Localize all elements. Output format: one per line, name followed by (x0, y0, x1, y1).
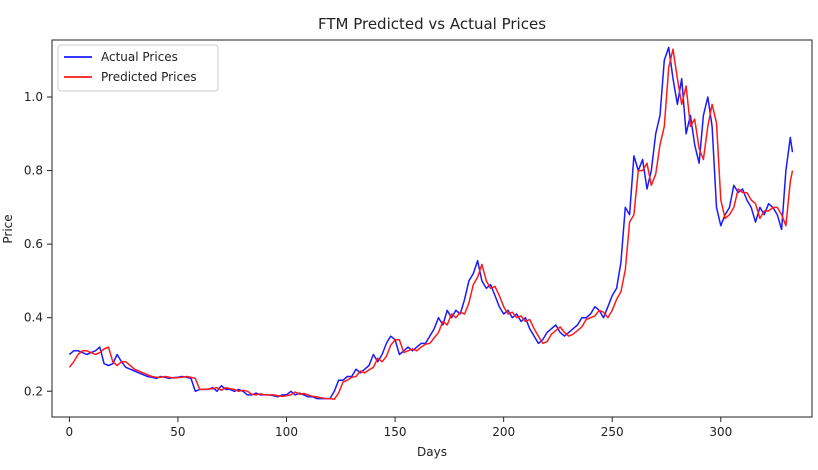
x-tick-label: 300 (709, 425, 732, 439)
series-line-predicted-prices (68, 48, 794, 401)
x-tick-label: 0 (66, 425, 74, 439)
x-axis-label: Days (417, 445, 447, 459)
y-tick-label: 1.0 (24, 90, 43, 104)
x-tick-label: 50 (170, 425, 185, 439)
legend: Actual Prices Predicted Prices (57, 44, 219, 92)
y-tick-label: 0.2 (24, 384, 43, 398)
legend-box (57, 44, 219, 92)
y-tick-label: 0.6 (24, 237, 43, 251)
plot-area (68, 46, 794, 401)
axes: 0 50 100 150 200 250 300 0.2 0.4 0.6 0.8 1.0 (24, 90, 732, 439)
plot-frame (51, 39, 813, 418)
legend-label: Predicted Prices (101, 70, 197, 84)
x-tick-label: 150 (384, 425, 407, 439)
series-line-actual-prices (68, 46, 794, 400)
legend-label: Actual Prices (101, 50, 178, 64)
x-tick-label: 250 (601, 425, 624, 439)
x-tick-label: 200 (492, 425, 515, 439)
y-tick-label: 0.8 (24, 164, 43, 178)
x-tick-label: 100 (275, 425, 298, 439)
y-axis-label: Price (1, 214, 15, 243)
chart-title: FTM Predicted vs Actual Prices (318, 15, 546, 33)
y-tick-label: 0.4 (24, 311, 43, 325)
